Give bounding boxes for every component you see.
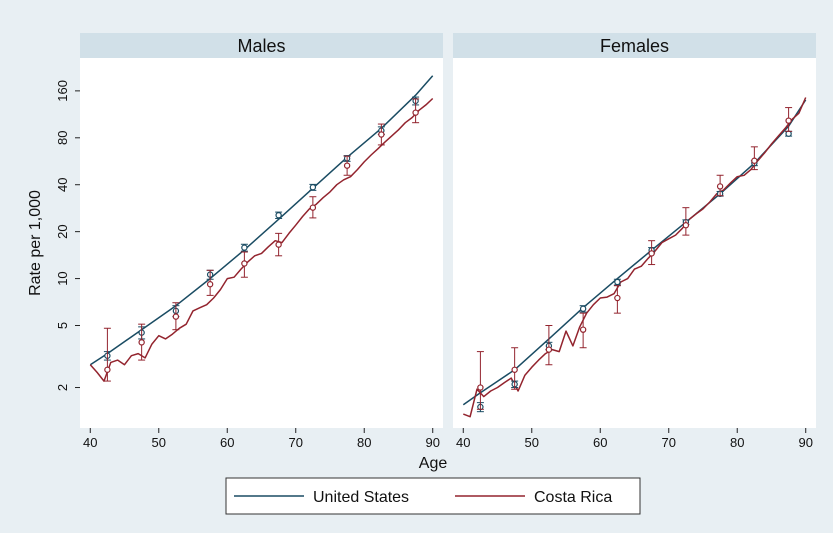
data-point-costa-rica [751, 157, 758, 164]
x-tick-label: 90 [425, 435, 439, 450]
legend: United States Costa Rica [225, 477, 641, 515]
data-point-costa-rica [378, 131, 385, 138]
data-point-costa-rica [104, 366, 111, 373]
data-point-costa-rica [682, 221, 690, 229]
data-point-united-states [614, 278, 621, 286]
data-point-costa-rica [545, 346, 553, 353]
data-point-costa-rica [138, 339, 145, 346]
data-point-united-states [785, 130, 792, 137]
y-tick-label: 20 [55, 224, 70, 238]
series-line-males-united-states [89, 75, 434, 366]
x-tick-label: 80 [730, 435, 744, 450]
y-tick-label: 160 [55, 80, 70, 102]
panel-males: Males 40 50 60 70 80 90 [80, 33, 443, 450]
data-point-costa-rica [579, 326, 587, 333]
plot-area-females [453, 58, 816, 428]
data-point-costa-rica [716, 183, 724, 190]
data-point-united-states [579, 305, 587, 312]
data-point-costa-rica [785, 117, 792, 124]
y-axis: 2 5 10 20 40 80 160 [55, 80, 80, 391]
panel-title-males: Males [237, 36, 285, 56]
x-tick-label: 70 [289, 435, 303, 450]
y-tick-label: 40 [55, 177, 70, 191]
x-axis-label: Age [419, 455, 448, 472]
error-bars-males [103, 96, 420, 382]
data-point-costa-rica [477, 384, 484, 391]
data-point-costa-rica [412, 109, 419, 116]
x-tick-label: 70 [662, 435, 676, 450]
series-line-females-costa-rica [463, 97, 807, 418]
series-group-females [462, 97, 807, 418]
x-tick-label: 80 [357, 435, 371, 450]
data-point-costa-rica [275, 241, 282, 248]
panel-header-males [80, 33, 443, 58]
data-point-costa-rica [511, 366, 518, 373]
data-point-costa-rica [614, 294, 621, 302]
data-point-united-states [241, 244, 248, 251]
data-point-costa-rica [343, 162, 351, 169]
legend-label-united-states: United States [313, 489, 409, 506]
y-tick-label: 10 [55, 271, 70, 285]
data-point-costa-rica [648, 250, 655, 257]
x-tick-label: 50 [152, 435, 166, 450]
x-tick-label: 60 [220, 435, 234, 450]
plot-area-males [80, 58, 443, 428]
x-tick-label: 90 [798, 435, 812, 450]
y-tick-label: 2 [55, 384, 70, 391]
panel-title-females: Females [600, 36, 669, 56]
x-tick-label: 40 [83, 435, 97, 450]
y-axis-label: Rate per 1,000 [27, 190, 44, 296]
x-tick-label: 50 [525, 435, 539, 450]
y-tick-label: 5 [55, 322, 70, 329]
x-axis-females: 40 50 60 70 80 90 [456, 428, 813, 450]
panel-females: Females 40 50 60 70 80 90 [453, 33, 816, 450]
data-point-united-states [309, 184, 317, 191]
data-point-costa-rica [172, 313, 180, 320]
x-tick-label: 60 [593, 435, 607, 450]
panel-header-females [453, 33, 816, 58]
series-group-males [89, 75, 434, 382]
x-tick-label: 40 [456, 435, 470, 450]
legend-label-costa-rica: Costa Rica [534, 489, 612, 506]
data-point-costa-rica [241, 260, 248, 267]
error-bars-females [476, 107, 793, 413]
y-tick-label: 80 [55, 131, 70, 145]
data-point-costa-rica [309, 204, 317, 211]
data-point-costa-rica [206, 281, 214, 288]
data-point-united-states [275, 211, 282, 219]
x-axis-males: 40 50 60 70 80 90 [83, 428, 440, 450]
series-line-males-costa-rica [89, 97, 434, 382]
